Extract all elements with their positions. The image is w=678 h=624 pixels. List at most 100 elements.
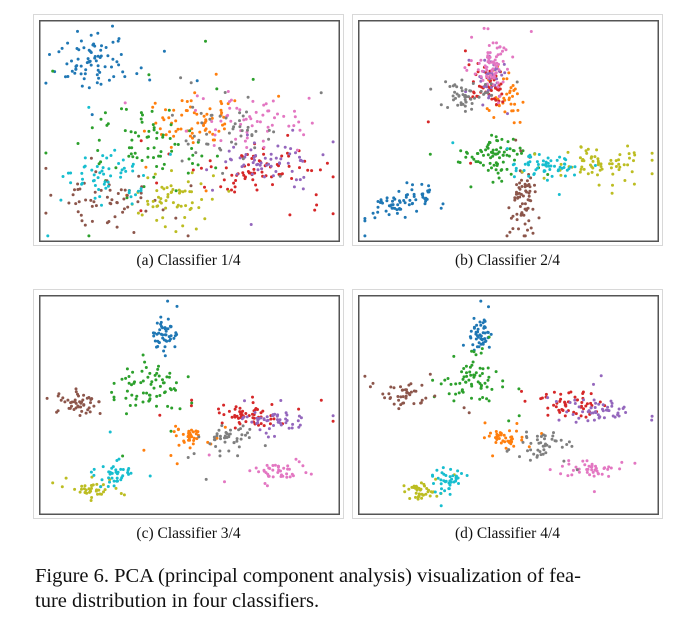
data-point (596, 173, 599, 177)
data-point (484, 66, 488, 70)
data-point (557, 168, 560, 172)
data-point (450, 477, 454, 481)
data-point (544, 451, 548, 455)
data-point (152, 334, 156, 338)
data-point (221, 123, 224, 127)
data-point (152, 156, 155, 160)
scatter-plot-b (358, 20, 659, 242)
data-point (168, 130, 172, 134)
data-point (228, 432, 232, 436)
data-point (596, 163, 600, 167)
data-point (199, 166, 203, 170)
data-point (511, 163, 515, 167)
data-point (98, 492, 102, 496)
data-point (152, 126, 156, 130)
data-point (516, 196, 520, 200)
data-point (521, 100, 525, 104)
data-point (632, 151, 636, 155)
data-point (425, 197, 429, 201)
data-point (164, 327, 168, 331)
data-point (230, 415, 234, 419)
data-point (515, 80, 519, 84)
data-point (101, 465, 105, 469)
data-point (610, 404, 614, 408)
data-point (537, 153, 541, 156)
data-point (469, 336, 473, 340)
data-point (107, 167, 111, 171)
data-point (288, 213, 292, 217)
cluster-class-5 (45, 387, 102, 417)
data-point (261, 139, 265, 143)
data-point (159, 315, 163, 319)
data-point (271, 174, 275, 178)
data-point (119, 188, 123, 192)
data-point (208, 107, 212, 111)
data-point (124, 396, 128, 400)
data-point (585, 151, 589, 155)
data-point (568, 401, 572, 404)
data-point (529, 441, 533, 445)
data-point (106, 180, 110, 184)
data-point (186, 142, 190, 146)
data-point (611, 414, 615, 418)
data-point (577, 405, 581, 409)
data-point (69, 401, 73, 405)
data-point (161, 378, 164, 382)
data-point (482, 92, 486, 96)
data-point (146, 202, 150, 206)
data-point (449, 467, 453, 471)
data-point (115, 225, 119, 229)
data-point (247, 436, 251, 440)
data-point (650, 151, 654, 155)
data-point (529, 30, 533, 33)
data-point (228, 106, 232, 110)
data-point (255, 163, 259, 167)
data-point (261, 113, 265, 117)
data-point (266, 125, 270, 129)
data-point (57, 392, 61, 396)
data-point (148, 393, 152, 397)
data-point (97, 76, 101, 80)
data-point (222, 403, 226, 407)
data-point (474, 371, 478, 375)
data-point (481, 321, 485, 325)
data-point (489, 86, 493, 89)
subcaption-a: (a) Classifier 1/4 (136, 252, 241, 269)
data-point (565, 410, 569, 414)
data-point (618, 467, 622, 471)
data-point (650, 418, 654, 422)
data-point (507, 154, 511, 158)
data-point (486, 51, 490, 55)
data-point (509, 86, 513, 90)
data-point (400, 388, 404, 392)
data-point (397, 398, 401, 402)
data-point (497, 437, 501, 440)
data-point (75, 47, 79, 50)
data-point (80, 400, 84, 404)
data-point (474, 332, 478, 336)
data-point (244, 420, 248, 424)
data-point (110, 198, 114, 202)
data-point (376, 205, 380, 209)
data-point (397, 407, 401, 411)
panel-d (352, 289, 663, 519)
data-point (66, 171, 70, 175)
data-point (563, 157, 566, 161)
data-point (266, 435, 270, 439)
data-point (230, 140, 233, 144)
data-point (452, 399, 456, 403)
data-point (582, 398, 585, 402)
data-point (474, 160, 478, 164)
data-point (93, 184, 97, 187)
data-point (155, 165, 159, 168)
data-point (471, 360, 475, 364)
data-point (111, 57, 115, 61)
data-point (170, 169, 173, 173)
data-point (89, 63, 93, 67)
data-point (219, 119, 223, 123)
data-point (159, 150, 163, 154)
data-point (500, 92, 504, 96)
data-point (420, 496, 424, 500)
data-point (164, 206, 168, 210)
data-point (590, 468, 594, 472)
